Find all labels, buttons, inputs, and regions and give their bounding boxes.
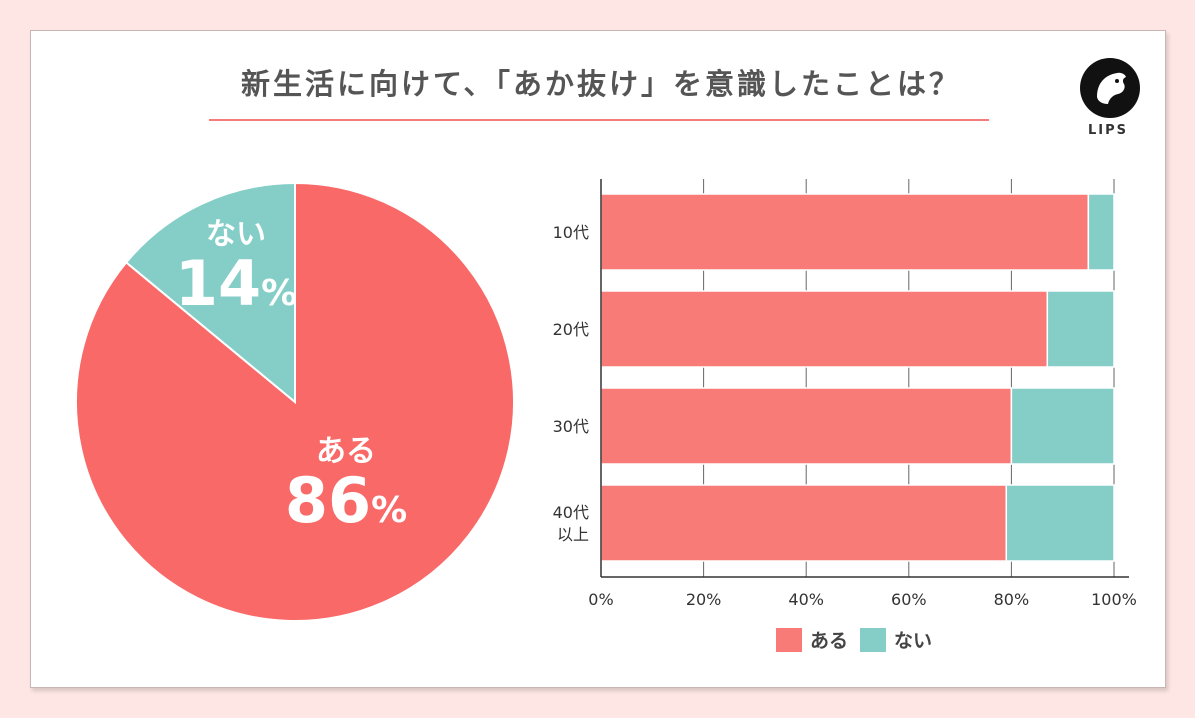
lips-logo-icon [1080,58,1140,118]
title-underline [209,119,989,121]
legend-swatch-aru [776,627,802,652]
pie-label-nai: ない 14% [171,209,301,315]
pie-slice-nai [124,181,296,405]
pie-label-nai-value: 14 [174,247,262,320]
category-label: 20代 [553,320,589,339]
bar-aru-1 [600,290,1049,368]
x-tick-label: 100% [1091,590,1137,609]
stacked-bar-chart: 10代 20代 30代 40代以上 0% 20% 40% 60% 80% 100% [553,179,1137,609]
bar-nai-1 [1046,290,1115,368]
pie-label-aru: ある 86% [241,426,451,532]
legend-swatch-nai [860,627,887,652]
bar-aru-0 [600,193,1090,271]
bar-legend: ある ない [776,626,932,653]
bar-aru-3 [600,484,1008,562]
bar-nai-3 [1005,484,1115,562]
x-tick-label: 20% [686,590,722,609]
pie-label-aru-value: 86 [284,464,372,537]
pie-chart [75,181,515,622]
category-label: 30代 [553,417,589,436]
pie-label-aru-percent: % [371,490,408,531]
bar-nai-0 [1087,193,1115,271]
x-tick-label: 60% [891,590,927,609]
category-label: 10代 [553,223,589,242]
x-tick-label: 80% [994,590,1030,609]
legend-label-aru: ある [810,630,849,652]
x-tick-label: 40% [788,590,824,609]
category-label: 40代以上 [553,503,589,544]
x-tick-label: 0% [588,590,613,609]
pie-label-aru-name: ある [316,434,376,469]
chart-title: 新生活に向けて、「あか抜け」を意識したことは？ [240,67,962,101]
pie-label-nai-name: ない [206,217,266,252]
legend-item-aru: ある [776,626,848,653]
chart-card: 新生活に向けて、「あか抜け」を意識したことは？ LIPS ない 14% ある 8… [30,30,1166,688]
legend-item-nai: ない [860,626,932,653]
legend-label-nai: ない [894,630,933,652]
bar-nai-2 [1010,387,1115,465]
lips-logo-text: LIPS [1087,123,1128,138]
bar-aru-2 [600,387,1013,465]
pie-label-nai-percent: % [261,273,298,314]
